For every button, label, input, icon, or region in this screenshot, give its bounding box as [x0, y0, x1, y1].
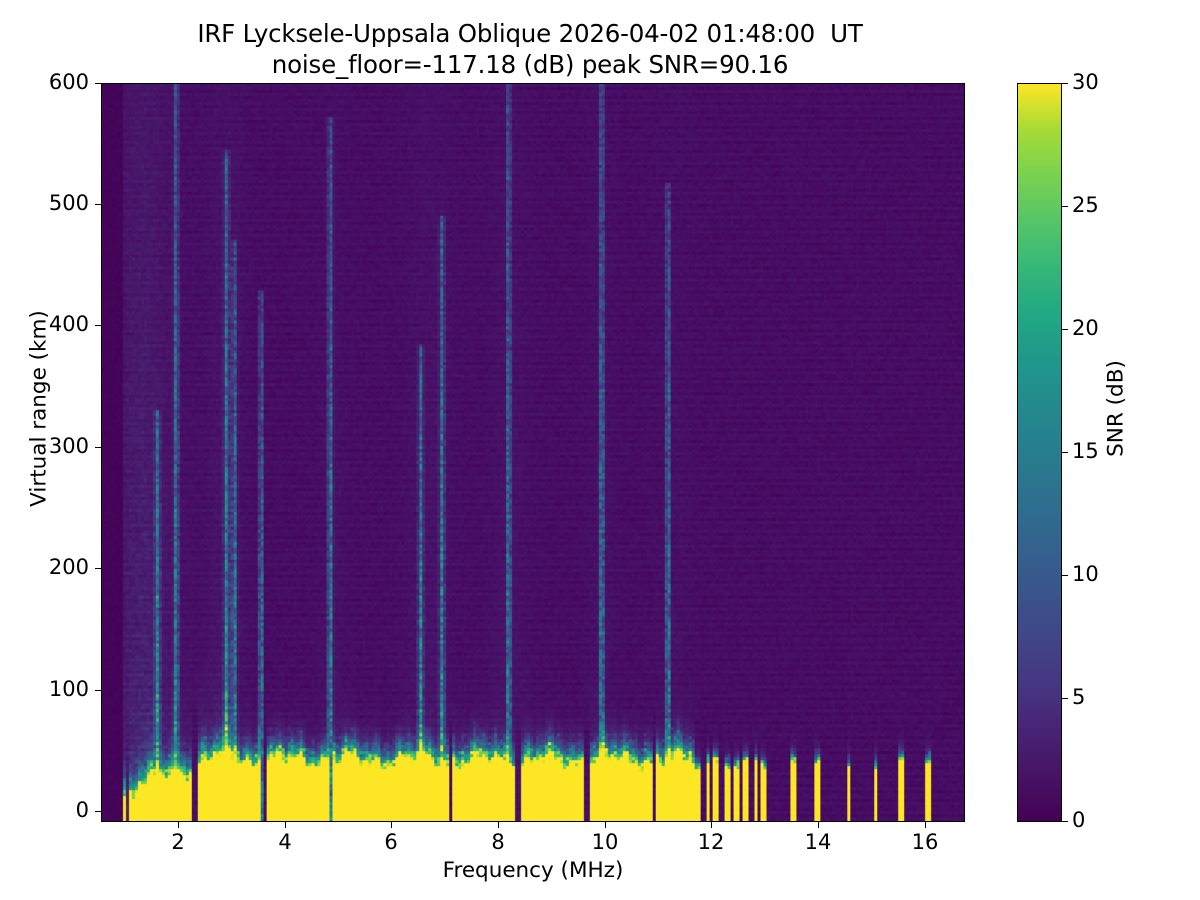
ytick-mark-100 — [95, 690, 101, 692]
title-line-2: noise_floor=-117.18 (dB) peak SNR=90.16 — [271, 50, 789, 79]
xtick-label-8: 8 — [491, 830, 505, 854]
xtick-label-6: 6 — [384, 830, 398, 854]
ytick-label-100: 100 — [48, 677, 89, 701]
ytick-label-300: 300 — [48, 434, 89, 458]
cbtick-mark-20 — [1062, 329, 1068, 331]
cbtick-mark-30 — [1062, 83, 1068, 85]
xtick-label-2: 2 — [171, 830, 185, 854]
y-axis-label: Virtual range (km) — [26, 310, 52, 507]
plot-area — [101, 83, 965, 822]
cbtick-label-15: 15 — [1072, 439, 1099, 463]
xtick-mark-16 — [925, 822, 927, 828]
cbtick-mark-10 — [1062, 575, 1068, 577]
cbtick-mark-15 — [1062, 452, 1068, 454]
cbtick-mark-25 — [1062, 206, 1068, 208]
figure-title: IRF Lycksele-Uppsala Oblique 2026-04-02 … — [0, 18, 1060, 80]
cbtick-label-0: 0 — [1072, 808, 1086, 832]
xtick-mark-8 — [498, 822, 500, 828]
ytick-mark-0 — [95, 811, 101, 813]
xtick-mark-4 — [285, 822, 287, 828]
xtick-label-10: 10 — [591, 830, 619, 854]
cbtick-label-25: 25 — [1072, 193, 1099, 217]
xtick-label-12: 12 — [697, 830, 725, 854]
ytick-mark-400 — [95, 325, 101, 327]
xtick-label-14: 14 — [804, 830, 832, 854]
cbtick-label-5: 5 — [1072, 685, 1086, 709]
ytick-mark-500 — [95, 204, 101, 206]
cbtick-label-10: 10 — [1072, 562, 1099, 586]
ytick-label-500: 500 — [48, 191, 89, 215]
cbtick-label-20: 20 — [1072, 316, 1099, 340]
ytick-mark-200 — [95, 568, 101, 570]
ytick-label-400: 400 — [48, 312, 89, 336]
ytick-mark-600 — [95, 83, 101, 85]
xtick-mark-14 — [818, 822, 820, 828]
xtick-mark-12 — [711, 822, 713, 828]
snr-colorbar — [1017, 83, 1062, 822]
xtick-label-4: 4 — [278, 830, 292, 854]
ionogram-heatmap — [102, 84, 964, 821]
xtick-mark-6 — [391, 822, 393, 828]
cbtick-label-30: 30 — [1072, 70, 1099, 94]
ytick-label-600: 600 — [48, 70, 89, 94]
colorbar-label: SNR (dB) — [1103, 360, 1129, 457]
xtick-label-16: 16 — [911, 830, 939, 854]
xtick-mark-2 — [178, 822, 180, 828]
ytick-label-200: 200 — [48, 555, 89, 579]
title-line-1: IRF Lycksele-Uppsala Oblique 2026-04-02 … — [197, 19, 863, 48]
cbtick-mark-5 — [1062, 698, 1068, 700]
x-axis-label: Frequency (MHz) — [442, 858, 624, 883]
ytick-label-0: 0 — [75, 798, 89, 822]
cbtick-mark-0 — [1062, 821, 1068, 823]
ytick-mark-300 — [95, 447, 101, 449]
xtick-mark-10 — [605, 822, 607, 828]
